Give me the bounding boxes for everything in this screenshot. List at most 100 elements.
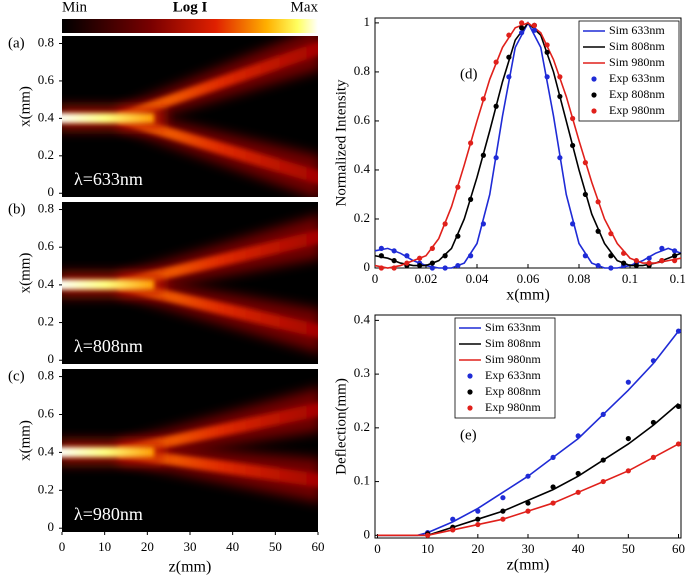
y-tick-label: 0.4 [38, 109, 55, 124]
y-tick-label: 0 [364, 526, 371, 541]
exp-point [506, 32, 512, 38]
x-tick-label: 40 [572, 541, 585, 556]
x-tick-label: 10 [98, 539, 111, 554]
legend-label: Exp 633nm [485, 368, 541, 382]
y-tick-label: 0.8 [38, 201, 54, 216]
beam-arm [118, 279, 318, 338]
exp-point [575, 470, 581, 477]
exp-point [417, 262, 423, 269]
exp-point [525, 473, 531, 479]
beam-arm [118, 41, 318, 124]
exp-point [672, 253, 678, 259]
exp-point [442, 265, 448, 271]
exp-point [391, 258, 397, 264]
y-tick-label: 0.2 [38, 314, 54, 329]
x-tick-label: 0 [372, 271, 379, 286]
exp-point [378, 245, 384, 251]
x-tick-label: 0.02 [415, 271, 438, 286]
exp-point [550, 500, 556, 506]
exp-point [531, 27, 537, 33]
y-tick-label: 0.8 [38, 368, 54, 383]
y-tick-label: 0.8 [354, 63, 370, 78]
legend-marker [591, 76, 597, 82]
exp-point [468, 196, 474, 202]
exp-point [595, 262, 601, 269]
y-tick-label: 0 [364, 259, 371, 274]
exp-point [646, 255, 652, 261]
exp-point [675, 441, 682, 447]
x-tick-label: 30 [184, 539, 197, 554]
beam [62, 387, 318, 503]
exp-point [450, 516, 456, 522]
exp-point [493, 103, 499, 109]
colorbar-max: Max [291, 0, 319, 15]
exp-point [429, 260, 435, 266]
x-axis-label: z(mm) [507, 557, 550, 574]
legend-label: Sim 808nm [609, 39, 665, 53]
exp-point [595, 228, 601, 234]
x-tick-label: 50 [269, 539, 282, 554]
exp-point [468, 253, 474, 259]
exp-point [575, 489, 581, 495]
exp-point [475, 516, 481, 522]
exp-point [621, 260, 627, 266]
exp-point [672, 248, 678, 254]
x-tick-label: 0.04 [466, 271, 489, 286]
exp-point [625, 435, 631, 442]
beam [62, 215, 318, 353]
exp-point [625, 379, 631, 385]
exp-point [475, 508, 481, 514]
exp-point [391, 248, 397, 254]
exp-point [531, 22, 537, 28]
annotation: λ=980nm [74, 504, 143, 524]
legend-label: Sim 980nm [485, 352, 541, 366]
exp-point [493, 155, 499, 161]
exp-point [659, 258, 665, 264]
x-tick-label: 30 [522, 541, 535, 556]
beam-core [62, 279, 155, 290]
exp-point [455, 262, 461, 269]
exp-point [582, 191, 588, 198]
x-tick-label: 0.06 [517, 271, 540, 286]
beam-arm [118, 447, 318, 488]
exp-point [468, 140, 474, 146]
exp-point [500, 508, 506, 514]
y-tick-label: 0 [48, 184, 55, 199]
y-tick-label: 0.4 [38, 276, 55, 291]
legend-label: Exp 808nm [609, 87, 665, 101]
exp-point [544, 74, 550, 80]
annotation: λ=633nm [74, 169, 143, 189]
exp-point [570, 221, 576, 227]
beam-core [62, 113, 155, 124]
y-tick-label: 0.2 [354, 210, 370, 225]
exp-point [575, 433, 581, 439]
exp-point [608, 231, 614, 237]
x-tick-label: 0.1 [622, 271, 638, 286]
exp-point [442, 221, 448, 227]
exp-point [404, 253, 410, 259]
exp-point [550, 454, 556, 460]
exp-point [480, 221, 486, 227]
x-tick-label: 60 [672, 541, 685, 556]
y-tick-label: 0.6 [38, 405, 55, 420]
exp-point [493, 59, 499, 65]
legend-box [454, 317, 556, 419]
colorbar-title: Log I [173, 0, 208, 15]
exp-point [442, 253, 448, 259]
colorbar-min: Min [62, 0, 88, 15]
panel-label: (a) [8, 35, 25, 51]
y-tick-label: 0.8 [38, 34, 54, 49]
legend-label: Exp 633nm [609, 71, 665, 85]
x-tick-label: 20 [471, 541, 484, 556]
exp-point [595, 199, 601, 205]
sim-line [374, 21, 682, 269]
legend-label: Sim 633nm [609, 23, 665, 37]
x-tick-label: 0 [59, 539, 66, 554]
x-tick-label: 0 [374, 541, 381, 556]
y-tick-label: 0.1 [354, 473, 370, 488]
panel-label: (d) [460, 66, 478, 82]
exp-point [455, 233, 461, 239]
x-tick-label: 40 [226, 539, 239, 554]
exp-point [525, 500, 531, 506]
y-tick-label: 0.6 [38, 238, 55, 253]
